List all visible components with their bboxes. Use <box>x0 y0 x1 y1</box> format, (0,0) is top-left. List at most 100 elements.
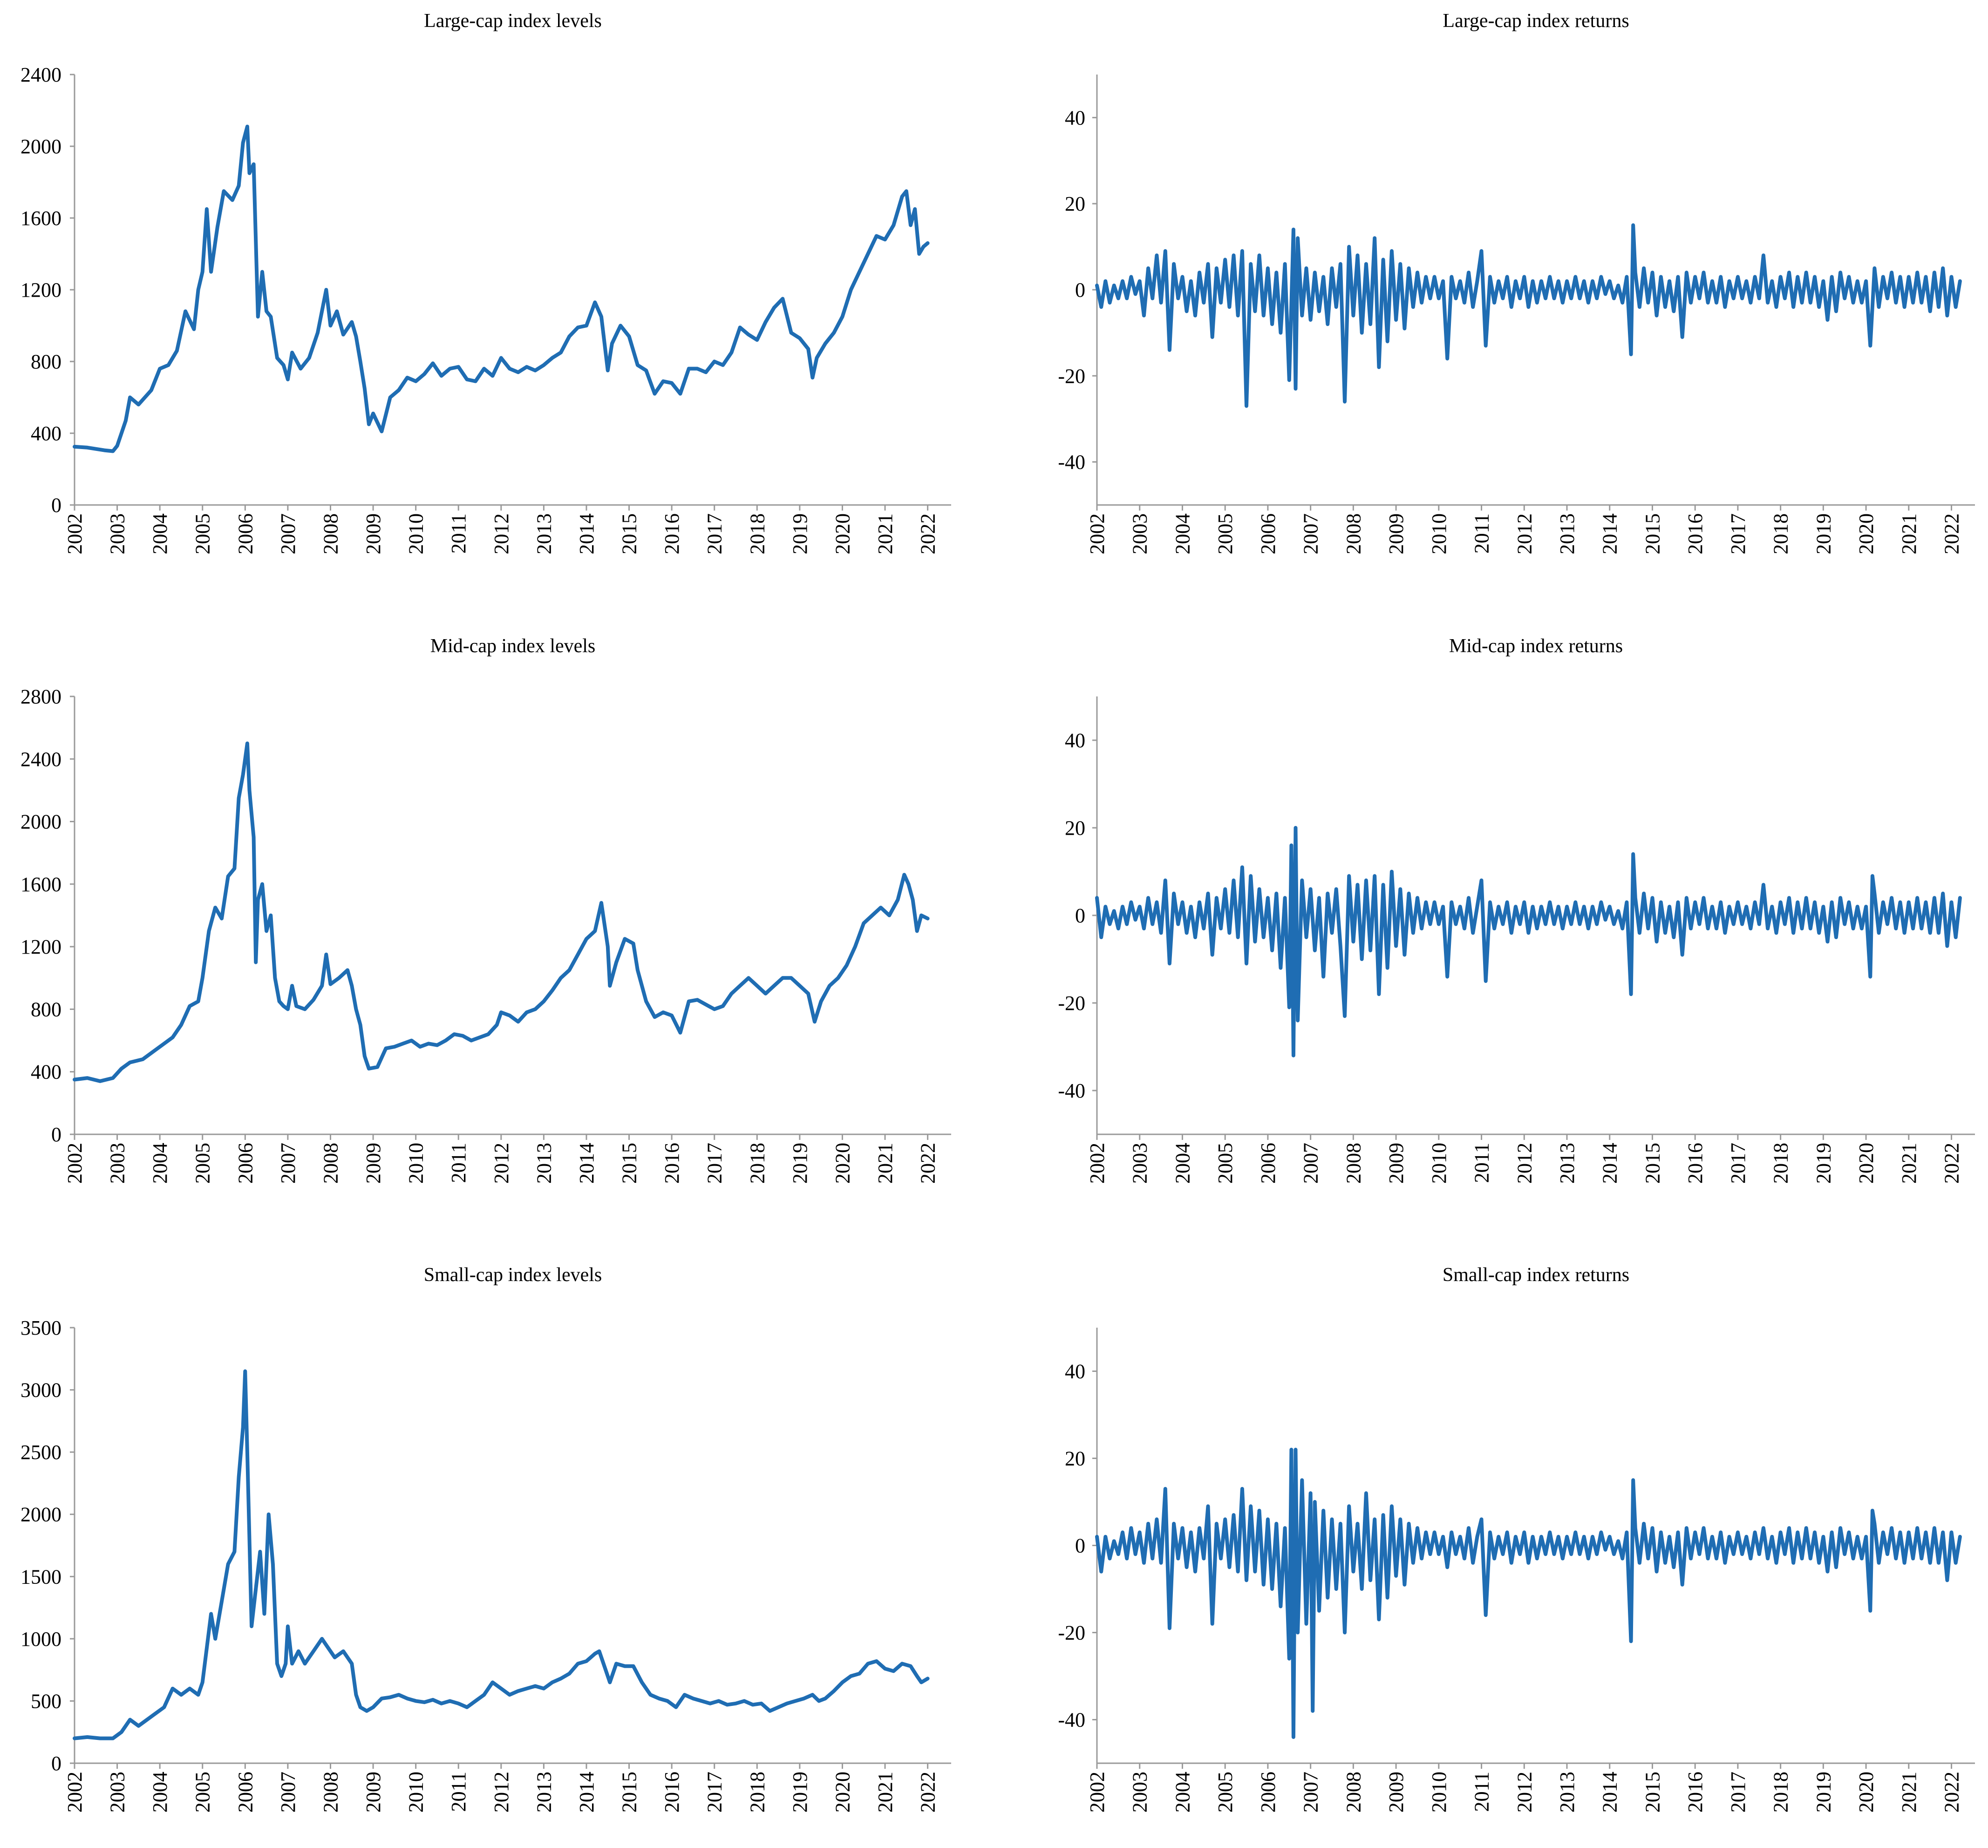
x-tick-label: 2018 <box>1770 1143 1792 1184</box>
x-tick-label: 2017 <box>703 513 726 554</box>
x-tick-label: 2021 <box>1898 1143 1920 1184</box>
y-tick-label: 0 <box>51 1123 61 1146</box>
x-tick-label: 2018 <box>746 1143 769 1184</box>
x-tick-label: 2005 <box>1214 1143 1237 1184</box>
x-tick-label: 2003 <box>1129 1143 1151 1184</box>
x-tick-label: 2005 <box>1214 1772 1237 1813</box>
chart-title: Small-cap index returns <box>1443 1264 1629 1286</box>
series-line <box>1095 826 1962 1057</box>
x-tick-label: 2008 <box>1342 1772 1365 1813</box>
x-tick-label: 2012 <box>490 1143 513 1184</box>
x-tick-label: 2011 <box>1471 1772 1493 1812</box>
x-tick-label: 2014 <box>575 513 598 554</box>
y-tick-label: 40 <box>1065 1360 1085 1383</box>
x-tick-label: 2008 <box>319 1143 342 1184</box>
x-tick-label: 2002 <box>63 1772 86 1813</box>
x-tick-label: 2002 <box>63 513 86 554</box>
x-tick-label: 2022 <box>1940 1772 1963 1813</box>
x-tick-label: 2011 <box>1471 513 1493 553</box>
y-tick-label: -20 <box>1058 365 1085 388</box>
x-tick-label: 2006 <box>234 1772 257 1813</box>
x-tick-label: 2022 <box>917 1772 940 1813</box>
x-tick-label: 2003 <box>106 513 129 554</box>
x-tick-label: 2014 <box>1599 513 1621 554</box>
x-tick-label: 2009 <box>1385 1143 1408 1184</box>
x-tick-label: 2011 <box>1471 1143 1493 1183</box>
x-tick-label: 2014 <box>1599 1772 1621 1813</box>
y-tick-label: 0 <box>1075 1534 1085 1557</box>
y-tick-label: 40 <box>1065 106 1085 129</box>
x-tick-label: 2019 <box>1812 513 1835 554</box>
x-tick-label: 2016 <box>1684 513 1707 554</box>
series-line <box>1095 223 1962 408</box>
x-tick-label: 2009 <box>362 513 385 554</box>
x-tick-label: 2006 <box>1257 1143 1280 1184</box>
x-tick-label: 2013 <box>532 513 555 554</box>
x-tick-label: 2022 <box>1940 513 1963 554</box>
x-tick-label: 2021 <box>874 513 897 554</box>
x-tick-label: 2010 <box>1428 1143 1450 1184</box>
x-tick-label: 2008 <box>319 513 342 554</box>
y-tick-label: 1200 <box>20 935 61 958</box>
x-tick-label: 2014 <box>1599 1143 1621 1184</box>
x-tick-label: 2006 <box>234 1143 257 1184</box>
panel-mid-levels: Mid-cap index levels 0 400 800 1200 1600 2000 2… <box>20 635 951 1184</box>
y-tick-label: 0 <box>51 1752 61 1775</box>
x-tick-label: 2007 <box>277 1143 300 1184</box>
x-tick-label: 2004 <box>1171 1772 1194 1813</box>
chart-title: Mid-cap index returns <box>1449 635 1623 657</box>
x-tick-label: 2006 <box>234 513 257 554</box>
y-tick-label: 2000 <box>20 135 61 158</box>
x-tick-label: 2009 <box>362 1143 385 1184</box>
series-line <box>1095 1447 1962 1739</box>
y-tick-label: 800 <box>31 350 61 373</box>
x-tick-label: 2013 <box>532 1772 555 1813</box>
x-tick-label: 2015 <box>1641 1772 1664 1813</box>
x-tick-label: 2002 <box>63 1143 86 1184</box>
x-tick-label: 2003 <box>106 1143 129 1184</box>
y-tick-label: 1000 <box>20 1628 61 1650</box>
x-tick-label: 2016 <box>1684 1772 1707 1813</box>
x-tick-label: 2015 <box>1641 1143 1664 1184</box>
x-tick-label: 2021 <box>874 1772 897 1813</box>
x-tick-label: 2017 <box>703 1143 726 1184</box>
x-tick-label: 2010 <box>1428 513 1450 554</box>
y-tick-label: 400 <box>31 422 61 445</box>
x-tick-label: 2021 <box>1898 1772 1920 1813</box>
x-tick-label: 2003 <box>1129 513 1151 554</box>
x-tick-label: 2009 <box>1385 1772 1408 1813</box>
y-tick-label: 500 <box>31 1690 61 1712</box>
chart-title: Mid-cap index levels <box>430 635 596 657</box>
x-tick-label: 2005 <box>191 1772 214 1813</box>
x-tick-label: 2013 <box>1556 1143 1579 1184</box>
y-tick-label: 2400 <box>20 748 61 771</box>
x-tick-label: 2007 <box>1300 513 1322 554</box>
x-tick-label: 2005 <box>1214 513 1237 554</box>
x-tick-label: 2002 <box>1086 1772 1109 1813</box>
x-tick-label: 2007 <box>277 513 300 554</box>
x-tick-label: 2020 <box>1855 513 1878 554</box>
x-tick-label: 2006 <box>1257 1772 1280 1813</box>
x-tick-label: 2004 <box>149 513 171 554</box>
x-tick-label: 2020 <box>1855 1143 1878 1184</box>
y-tick-label: 2800 <box>20 685 61 708</box>
x-tick-label: 2019 <box>789 1772 811 1813</box>
y-tick-label: 0 <box>51 494 61 517</box>
y-tick-label: 1600 <box>20 207 61 230</box>
x-tick-label: 2005 <box>191 513 214 554</box>
series-line <box>73 1369 930 1740</box>
x-tick-label: 2022 <box>917 513 940 554</box>
y-tick-label: 2400 <box>20 63 61 86</box>
panel-large-returns: Large-cap index returns -40 -20 0 20 40 2002 20… <box>1058 10 1975 554</box>
y-tick-label: 0 <box>1075 279 1085 301</box>
x-tick-label: 2017 <box>703 1772 726 1813</box>
x-tick-label: 2014 <box>575 1143 598 1184</box>
x-tick-label: 2010 <box>1428 1772 1450 1813</box>
x-tick-label: 2013 <box>1556 1772 1579 1813</box>
x-tick-label: 2012 <box>490 1772 513 1813</box>
x-tick-label: 2008 <box>1342 513 1365 554</box>
x-tick-label: 2002 <box>1086 1143 1109 1184</box>
series-line <box>73 124 930 453</box>
y-tick-label: 1600 <box>20 873 61 896</box>
